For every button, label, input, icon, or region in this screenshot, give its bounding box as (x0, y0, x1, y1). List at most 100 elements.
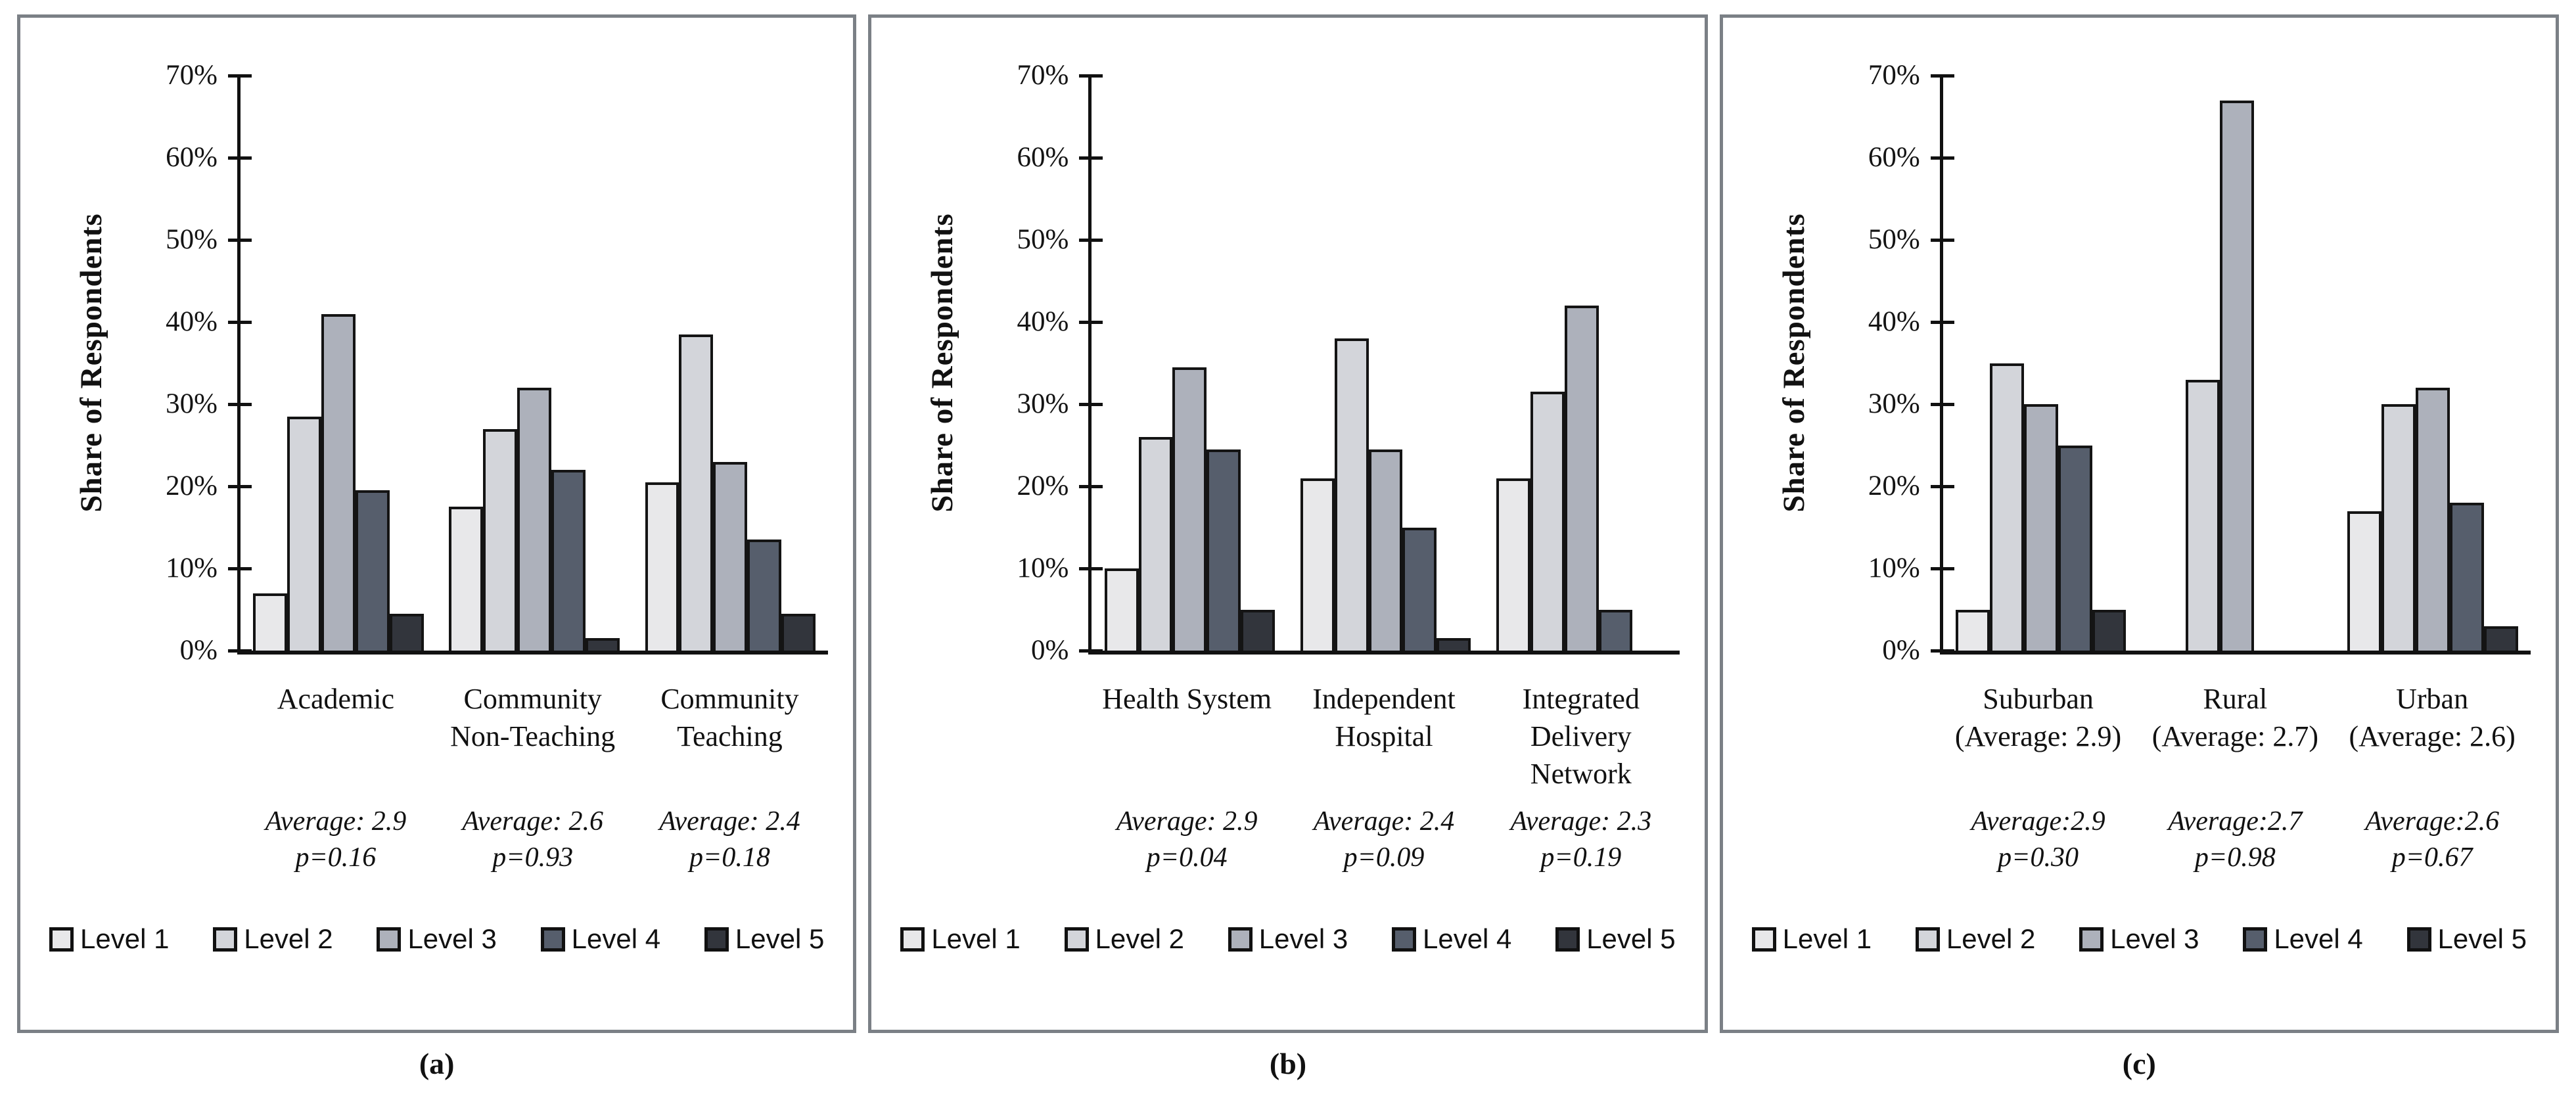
y-axis-tick-label: 0% (179, 635, 218, 666)
legend-label: Level 4 (2274, 923, 2363, 954)
bar-cluster (2151, 76, 2322, 651)
category-label-3: Integrated Delivery Network (1522, 683, 1640, 791)
legend-item-level-5: Level 5 (1555, 923, 1676, 955)
y-axis-tick (1079, 566, 1103, 570)
bar-level-3 (1172, 367, 1207, 651)
legend-item-level-2: Level 2 (1915, 923, 2036, 955)
legend-swatch-icon (49, 927, 74, 952)
bar-level-3 (517, 388, 552, 651)
category-label-1: Health System (1102, 683, 1272, 715)
legend-swatch-icon (1751, 927, 1776, 952)
y-axis-tick (1079, 320, 1103, 324)
y-axis-tick-label: 0% (1882, 635, 1920, 666)
bar-cluster (645, 76, 816, 651)
category-label-1: Academic (277, 683, 395, 715)
legend-item-level-4: Level 4 (540, 923, 660, 955)
y-axis-tick-label: 30% (1017, 388, 1069, 419)
y-axis-tick-label: 30% (166, 388, 218, 419)
y-axis-tick (228, 566, 252, 570)
bar-level-5 (2483, 626, 2518, 651)
bar-level-2 (1138, 437, 1173, 651)
legend-item-level-3: Level 3 (2079, 923, 2199, 955)
bar-cluster (449, 76, 620, 651)
bar-group-1 (241, 76, 436, 651)
y-axis-tick-label: 70% (166, 60, 218, 91)
legend-label: Level 2 (1946, 923, 2036, 954)
bar-cluster (1496, 76, 1667, 651)
legend-swatch-icon (1064, 927, 1089, 952)
y-axis-tick (1930, 484, 1954, 488)
annotations: Average:2.9 p=0.30 Average:2.7 p=0.98 Averag… (1940, 804, 2531, 875)
category-label-3: Urban (Average: 2.6) (2349, 683, 2516, 753)
y-axis-tick-label: 40% (1868, 306, 1920, 337)
y-axis-tick (228, 320, 252, 324)
bar-group-2 (2139, 76, 2335, 651)
category-label-1: Suburban (Average: 2.9) (1954, 683, 2122, 753)
bar-level-5 (389, 613, 424, 651)
legend-item-level-4: Level 4 (1391, 923, 1511, 955)
y-axis-tick-label: 60% (166, 142, 218, 173)
legend-swatch-icon (1555, 927, 1580, 952)
y-axis-tick (1930, 156, 1954, 160)
bar-level-2 (1530, 392, 1565, 651)
legend-item-level-3: Level 3 (1228, 923, 1348, 955)
y-axis-tick (1930, 320, 1954, 324)
bar-groups (1092, 76, 1679, 651)
legend-label: Level 1 (1782, 923, 1872, 954)
category-label-3: Community Teaching (660, 683, 799, 753)
y-axis-tick (1930, 74, 1954, 78)
legend-label: Level 3 (2110, 923, 2199, 954)
y-axis-tick-label: 40% (1017, 306, 1069, 337)
legend-swatch-icon (900, 927, 925, 952)
legend-label: Level 5 (1586, 923, 1676, 954)
panel-caption: (b) (1269, 1047, 1307, 1080)
legend-swatch-icon (2243, 927, 2268, 952)
bar-level-4 (1207, 449, 1241, 651)
average-annotation-3: Average:2.6 p=0.67 (2365, 806, 2500, 873)
bar-level-5 (585, 638, 620, 651)
bar-level-4 (747, 540, 782, 651)
annotations: Average: 2.9 p=0.16 Average: 2.6 p=0.93 Aver… (237, 804, 828, 875)
y-axis-tick (1930, 402, 1954, 406)
bar-level-2 (679, 334, 714, 651)
y-axis-tick-label: 0% (1031, 635, 1069, 666)
y-axis-tick (228, 74, 252, 78)
bar-level-4 (1598, 609, 1633, 651)
bar-groups (1943, 76, 2531, 651)
bar-level-3 (1564, 306, 1599, 651)
legend-swatch-icon (2079, 927, 2104, 952)
legend-item-level-5: Level 5 (704, 923, 824, 955)
average-annotation-1: Average: 2.9 p=0.16 (265, 806, 407, 873)
bar-cluster (2347, 76, 2518, 651)
y-axis-tick-label: 10% (1017, 553, 1069, 584)
chart-panel-border: Share of Respondents 70% 60% 50% 40% 30% 20% 1… (1719, 14, 2559, 1033)
plot-area: 70% 60% 50% 40% 30% 20% 10% 0% (1868, 61, 2531, 664)
average-annotation-1: Average:2.9 p=0.30 (1971, 806, 2105, 873)
panel-caption: (a) (419, 1047, 455, 1080)
bar-level-3 (2416, 388, 2450, 651)
average-annotation-2: Average:2.7 p=0.98 (2168, 806, 2303, 873)
legend-item-level-1: Level 1 (49, 923, 169, 955)
annotations: Average: 2.9 p=0.04 Average: 2.4 p=0.09 Aver… (1088, 804, 1679, 875)
chart-panel: Share of Respondents 70% 60% 50% 40% 30% 20% 1… (868, 14, 1708, 1081)
bar-level-4 (2058, 445, 2092, 651)
plot-area: 70% 60% 50% 40% 30% 20% 10% 0% (1017, 61, 1680, 664)
legend-item-level-1: Level 1 (900, 923, 1021, 955)
bar-group-3 (632, 76, 828, 651)
chart-panel-border: Share of Respondents 70% 60% 50% 40% 30% 20% 1… (17, 14, 857, 1033)
bar-level-2 (2186, 379, 2220, 651)
y-axis-tick (1930, 566, 1954, 570)
y-axis-tick (1079, 238, 1103, 242)
y-axis-tick-label: 70% (1868, 60, 1920, 91)
bar-group-3 (1484, 76, 1680, 651)
legend-label: Level 2 (244, 923, 333, 954)
legend-item-level-2: Level 2 (1064, 923, 1184, 955)
bar-group-2 (1287, 76, 1483, 651)
average-annotation-2: Average: 2.4 p=0.09 (1313, 806, 1455, 873)
y-axis-tick-label: 20% (166, 471, 218, 501)
bar-group-3 (2335, 76, 2531, 651)
bar-level-1 (1104, 568, 1139, 651)
chart-panel: Share of Respondents 70% 60% 50% 40% 30% 20% 1… (17, 14, 857, 1081)
y-axis-tick-label: 30% (1868, 388, 1920, 419)
y-axis-tick (228, 484, 252, 488)
